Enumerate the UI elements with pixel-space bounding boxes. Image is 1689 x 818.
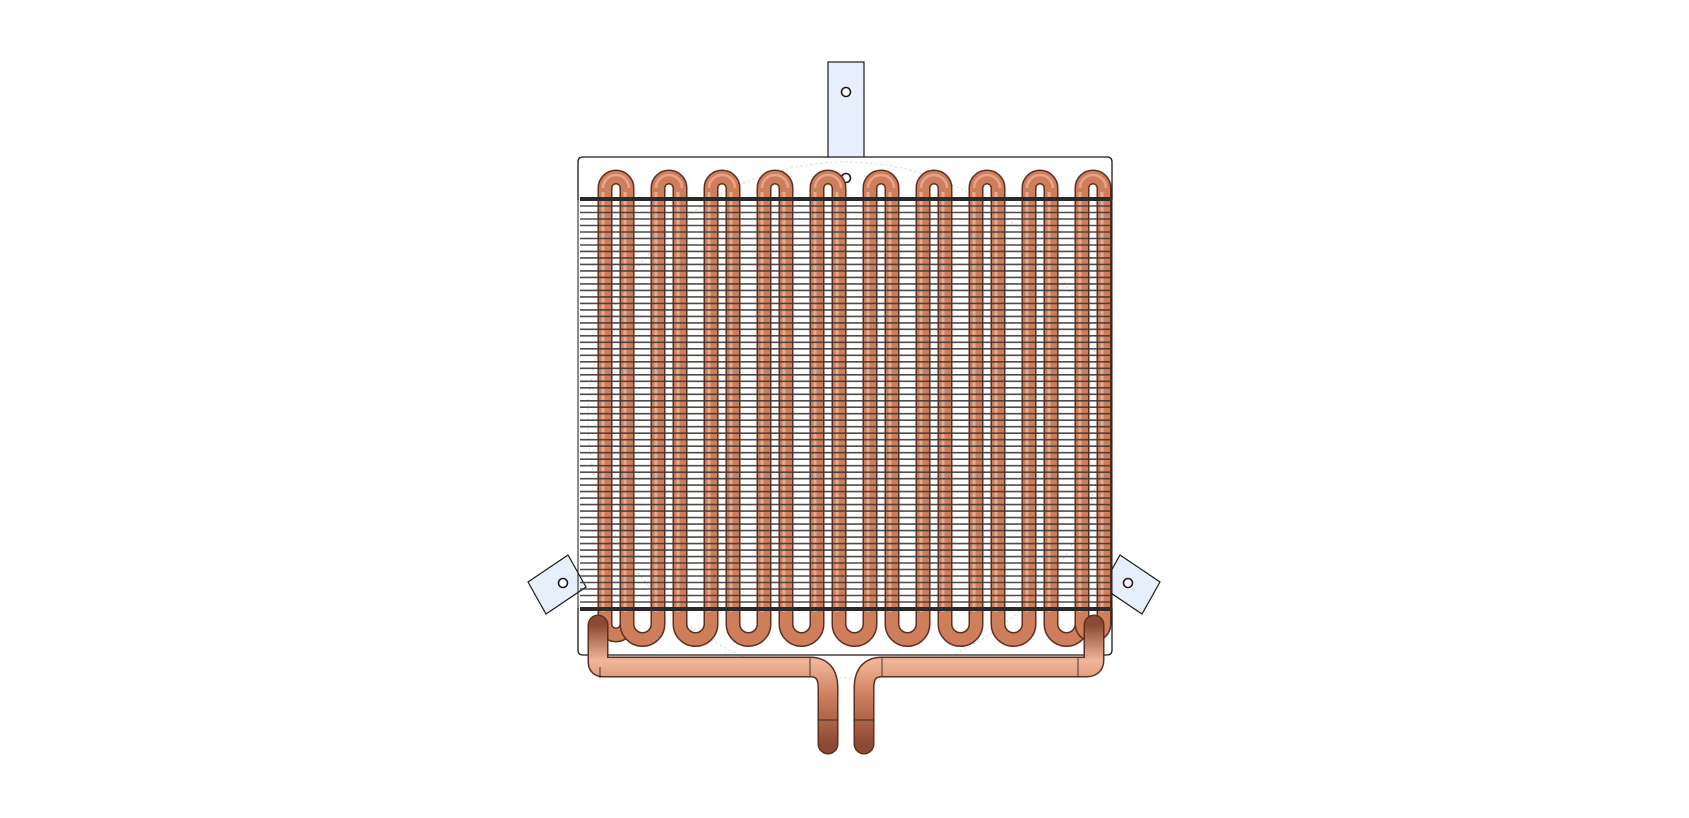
- return-bend: [939, 612, 982, 646]
- top-bracket-hole: [840, 86, 852, 98]
- left-bracket-hole: [557, 577, 569, 589]
- tube-bend-highlight: [1078, 173, 1108, 189]
- top-header-bar: [580, 197, 1110, 201]
- tube-bend-highlight: [1025, 173, 1055, 189]
- tube-bend-highlight: [760, 173, 790, 189]
- tube-bend-highlight: [601, 173, 631, 189]
- left-manifold-pipe: [589, 616, 837, 753]
- return-bend: [674, 612, 717, 646]
- top-bracket: [827, 61, 865, 165]
- return-bend: [780, 612, 823, 646]
- right-bracket: [1101, 554, 1161, 615]
- return-bend: [886, 612, 929, 646]
- tube-hairpin: [970, 171, 1004, 614]
- manifold-piping: [587, 614, 1105, 755]
- return-bend: [992, 612, 1035, 646]
- left-bracket: [527, 554, 587, 615]
- tube-hairpin: [864, 171, 898, 614]
- bottom-header-bar: [580, 607, 1110, 611]
- tube-bend-highlight: [707, 173, 737, 189]
- tube-hairpin: [652, 171, 686, 614]
- left-bracket-plate: [527, 554, 587, 615]
- right-manifold-pipe: [855, 616, 1103, 753]
- return-bend: [833, 612, 876, 646]
- tube-hairpin: [1076, 171, 1110, 614]
- tube-bend-highlight: [813, 173, 843, 189]
- tube-hairpin: [1023, 171, 1057, 614]
- tube-bend-highlight: [866, 173, 896, 189]
- top-bracket-plate: [827, 61, 865, 165]
- tube-hairpin: [811, 171, 845, 614]
- right-bracket-hole: [1122, 577, 1134, 589]
- return-bends: [597, 612, 1112, 647]
- tube-hairpin: [758, 171, 792, 614]
- tube-bend-highlight: [919, 173, 949, 189]
- tube-hairpin: [705, 171, 739, 614]
- fin-stack: [580, 205, 1110, 603]
- tube-bend-highlight: [972, 173, 1002, 189]
- copper-tube-passes: [597, 169, 1112, 614]
- return-bend: [621, 612, 664, 646]
- tube-hairpin: [917, 171, 951, 614]
- tube-bend-highlight: [654, 173, 684, 189]
- tube-hairpin: [599, 171, 633, 614]
- return-bend: [727, 612, 770, 646]
